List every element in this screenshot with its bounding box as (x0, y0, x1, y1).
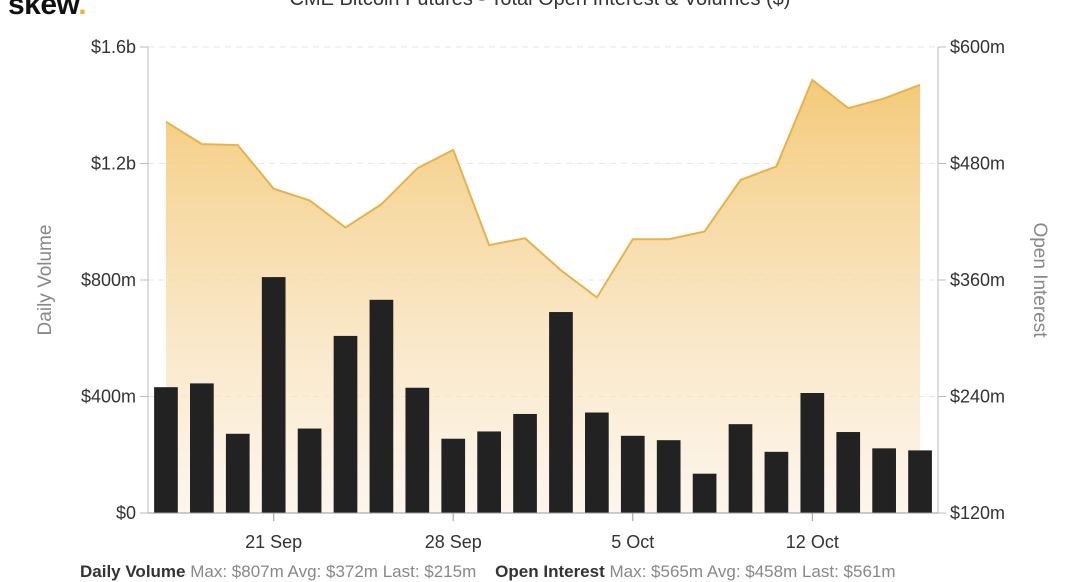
brand-logo: skew. (8, 0, 87, 21)
volume-bar[interactable] (190, 383, 214, 513)
volume-bar[interactable] (549, 312, 573, 513)
volume-bar[interactable] (369, 299, 394, 513)
legend-open-interest[interactable]: Open Interest Max: $565m Avg: $458m Last… (495, 562, 895, 581)
chart-title: CME Bitcoin Futures - Total Open Interes… (0, 0, 1080, 11)
legend-volume-stats: Max: $807m Avg: $372m Last: $215m (190, 562, 477, 581)
left-tick-label: $800m (81, 270, 136, 290)
open-interest-line (165, 78, 921, 299)
volume-bar[interactable] (800, 393, 825, 513)
left-axis-title: Daily Volume (35, 225, 56, 336)
volume-bar[interactable] (908, 450, 932, 513)
volume-bar[interactable] (656, 440, 681, 513)
legend-oi-stats: Max: $565m Avg: $458m Last: $561m (609, 562, 896, 581)
right-tick-label: $600m (950, 37, 1005, 57)
volume-bar[interactable] (692, 473, 717, 513)
left-tick-label: $400m (81, 387, 136, 407)
volume-bar[interactable] (225, 433, 250, 513)
left-tick-label: $0 (116, 503, 136, 523)
right-tick-label: $360m (950, 270, 1005, 290)
right-tick-label: $480m (950, 154, 1005, 174)
volume-bar[interactable] (297, 428, 322, 513)
legend-volume-name: Daily Volume (80, 562, 186, 581)
volume-bar[interactable] (585, 412, 609, 513)
legend-volume[interactable]: Daily Volume Max: $807m Avg: $372m Last:… (80, 562, 481, 581)
legend: Daily Volume Max: $807m Avg: $372m Last:… (80, 562, 896, 582)
volume-bar[interactable] (333, 335, 358, 513)
right-tick-label: $120m (950, 503, 1005, 523)
left-tick-label: $1.6b (91, 37, 136, 57)
volume-bar[interactable] (836, 432, 861, 513)
x-tick-label: 28 Sep (425, 532, 482, 552)
left-tick-label: $1.2b (91, 154, 136, 174)
right-tick-label: $240m (950, 387, 1005, 407)
volume-bar[interactable] (764, 451, 789, 513)
volume-bar[interactable] (405, 387, 430, 513)
volume-bar[interactable] (872, 448, 896, 513)
volume-bar[interactable] (154, 387, 178, 513)
right-axis-title: Open Interest (1029, 222, 1050, 338)
volume-bar[interactable] (513, 413, 537, 513)
volume-bar[interactable] (261, 277, 286, 513)
legend-oi-name: Open Interest (495, 562, 605, 581)
x-tick-label: 21 Sep (245, 532, 302, 552)
volume-bar[interactable] (620, 435, 645, 513)
x-tick-label: 12 Oct (786, 532, 839, 552)
volume-bar[interactable] (728, 424, 753, 513)
x-tick-label: 5 Oct (611, 532, 654, 552)
volume-bar[interactable] (477, 431, 501, 513)
volume-bar[interactable] (441, 438, 466, 513)
